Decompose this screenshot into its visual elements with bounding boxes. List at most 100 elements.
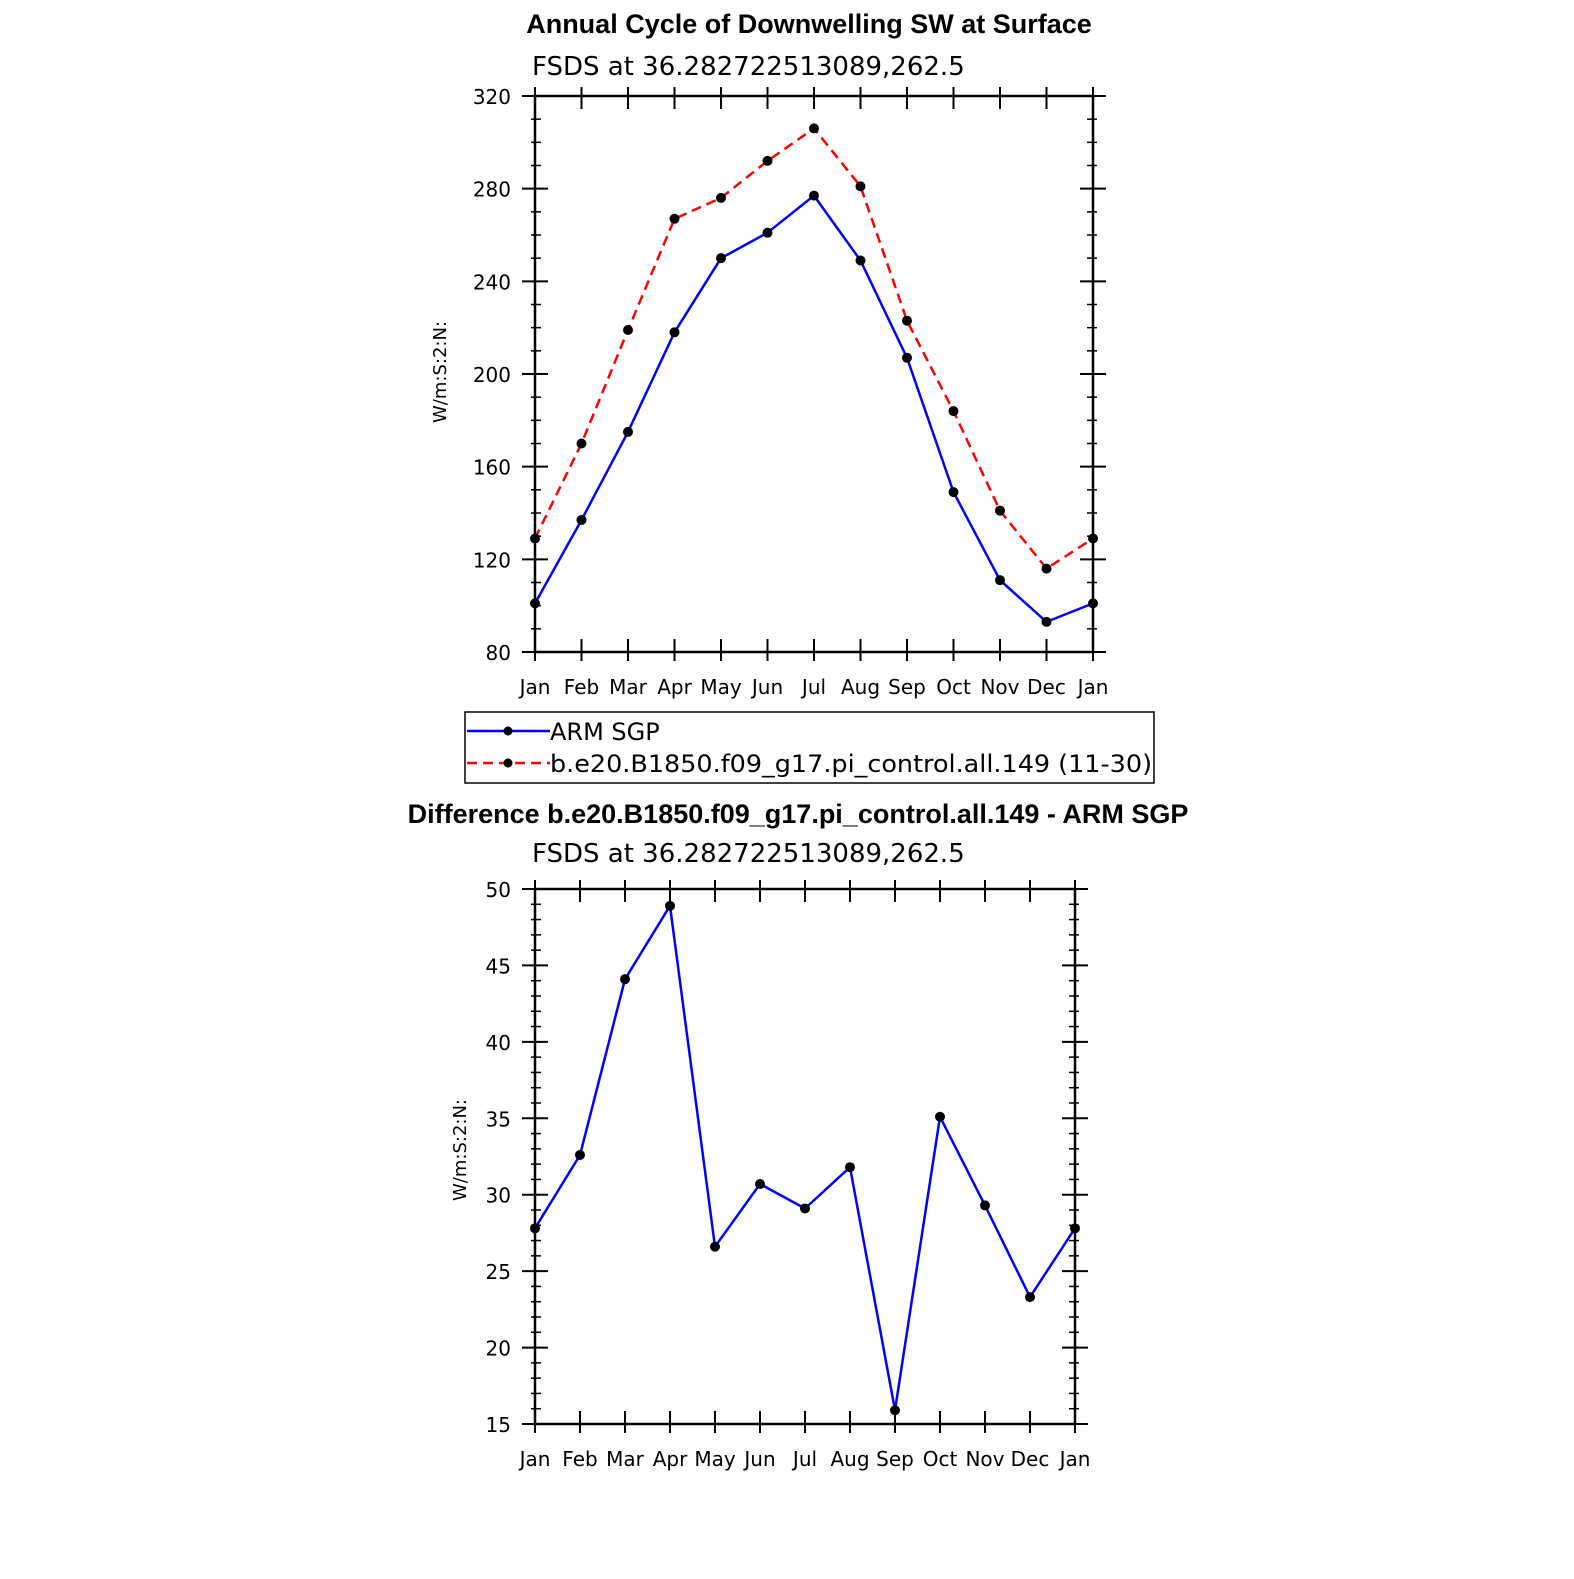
panel1-series-0-point bbox=[948, 487, 959, 498]
panel2-series-0-point bbox=[665, 900, 675, 911]
panel2-y-tick-label: 20 bbox=[486, 1337, 511, 1361]
panel1-series-0-point bbox=[716, 253, 726, 264]
panel2-x-tick-label: Oct bbox=[923, 1447, 958, 1471]
panel1-series-0-point bbox=[762, 227, 773, 238]
panel1-y-tick-label: 320 bbox=[473, 85, 511, 109]
panel2-x-tick-label: Aug bbox=[830, 1447, 869, 1471]
panel1-series-1-point bbox=[623, 324, 633, 335]
panel2-series-0-point bbox=[890, 1405, 900, 1416]
panel1-series-1-point bbox=[530, 533, 540, 544]
panel2-series-0-point bbox=[575, 1149, 585, 1160]
panel1-x-tick-label: Mar bbox=[609, 675, 648, 699]
panel1-series-1-point bbox=[809, 123, 819, 134]
panel1-series-0-line bbox=[533, 194, 1094, 624]
panel2-x-tick-label: Nov bbox=[965, 1447, 1004, 1471]
legend-model-marker bbox=[503, 758, 513, 768]
legend-box bbox=[464, 711, 1155, 784]
panel1-axes: Jan Feb Mar Apr May Jun Jul Aug Sep Oct Nov Dec Jan 8… bbox=[473, 85, 1109, 699]
panel1-series-0-point bbox=[855, 255, 866, 266]
panel1-series-1-point bbox=[855, 181, 866, 192]
panel2-series-0-point bbox=[1025, 1292, 1035, 1303]
panel1-x-tick-label: Dec bbox=[1027, 675, 1066, 699]
panel1-series-1-point bbox=[716, 192, 726, 203]
panel2-y-tick-label: 15 bbox=[486, 1413, 511, 1437]
panel1-x-tick-label: Sep bbox=[888, 675, 926, 699]
panel1-y-tick-label: 160 bbox=[473, 456, 511, 480]
panel2-y-tick-label: 50 bbox=[486, 878, 511, 902]
panel1-series-0-point bbox=[995, 575, 1005, 586]
panel1-series-0-point bbox=[669, 327, 680, 338]
panel1-series-0-point bbox=[1088, 598, 1098, 609]
panel2-series-0-point bbox=[1070, 1223, 1080, 1234]
panel1-frame bbox=[533, 94, 1095, 654]
legend: ARM SGP b.e20.B1850.f09_g17.pi_control.a… bbox=[464, 711, 1155, 784]
panel1-series-0-point bbox=[1041, 616, 1052, 627]
panel1-series-0-point bbox=[902, 352, 912, 363]
panel2-series-0-point bbox=[530, 1223, 540, 1234]
legend-model-label: b.e20.B1850.f09_g17.pi_control.all.149 (… bbox=[550, 750, 1152, 778]
panel1-x-tick-label: Jan bbox=[1076, 675, 1109, 699]
panel1-series-0-point bbox=[576, 514, 587, 525]
panel1-series-1-point bbox=[669, 213, 680, 224]
panel2-series-0-point bbox=[935, 1111, 945, 1122]
panel2-y-tick-label: 45 bbox=[486, 954, 511, 978]
panel2-x-tick-label: Mar bbox=[606, 1447, 645, 1471]
panel2-x-tick-label: Jul bbox=[791, 1447, 817, 1471]
panel1-series-1-point bbox=[576, 438, 587, 449]
panel1-series-1-point bbox=[1088, 533, 1098, 544]
panel1-y-tick-label: 200 bbox=[473, 363, 511, 387]
legend-arm-marker bbox=[503, 726, 513, 736]
panel1-series-1-point bbox=[995, 505, 1005, 516]
panel2-subtitle: FSDS at 36.282722513089,262.5 bbox=[532, 839, 965, 869]
panel1-x-tick-label: Aug bbox=[841, 675, 880, 699]
panel2-series bbox=[530, 900, 1080, 1416]
panel1-y-tick-label: 240 bbox=[473, 270, 511, 294]
panel1-y-tick-label: 120 bbox=[473, 548, 511, 572]
panel1-series-0-point bbox=[530, 598, 540, 609]
panel2-series-0-line bbox=[533, 904, 1077, 1412]
panel1-x-tick-label: Oct bbox=[936, 675, 971, 699]
panel1-series bbox=[530, 123, 1098, 627]
panel2-x-tick-label: Jan bbox=[518, 1447, 551, 1471]
panel1-x-tick-label: May bbox=[700, 675, 742, 699]
panel1-series-0-point bbox=[623, 426, 633, 437]
legend-arm-label: ARM SGP bbox=[550, 718, 660, 746]
difference-panel: Difference b.e20.B1850.f09_g17.pi_contro… bbox=[408, 799, 1189, 1471]
panel2-y-tick-label: 30 bbox=[486, 1184, 511, 1208]
panel1-title: Annual Cycle of Downwelling SW at Surfac… bbox=[526, 9, 1092, 39]
panel2-frame bbox=[533, 887, 1077, 1426]
panel2-x-tick-label: Feb bbox=[562, 1447, 597, 1471]
panel2-x-tick-label: Apr bbox=[653, 1447, 688, 1471]
panel1-x-tick-label: Apr bbox=[657, 675, 692, 699]
panel1-x-tick-label: Feb bbox=[564, 675, 599, 699]
panel2-y-axis-label: W/m:S:2:N: bbox=[450, 1099, 471, 1201]
panel1-series-0-point bbox=[809, 190, 819, 201]
panel1-y-axis-label: W/m:S:2:N: bbox=[430, 321, 451, 423]
panel1-x-tick-label: Jul bbox=[800, 675, 826, 699]
panel2-x-tick-label: Jan bbox=[1058, 1447, 1091, 1471]
panel2-x-tick-label: Dec bbox=[1011, 1447, 1050, 1471]
panel1-x-tick-label: Jun bbox=[750, 675, 783, 699]
panel2-series-0-point bbox=[800, 1203, 810, 1214]
panel2-axes: Jan Feb Mar Apr May Jun Jul Aug Sep Oct Nov Dec Jan 1… bbox=[486, 878, 1091, 1471]
panel2-series-0-point bbox=[620, 974, 630, 985]
panel2-series-0-point bbox=[755, 1179, 765, 1190]
panel2-series-0-point bbox=[710, 1241, 720, 1252]
panel1-x-tick-label: Nov bbox=[980, 675, 1019, 699]
panel2-y-tick-label: 35 bbox=[486, 1107, 511, 1131]
panel2-x-tick-label: Jun bbox=[742, 1447, 775, 1471]
panel2-x-tick-label: Sep bbox=[876, 1447, 914, 1471]
panel2-series-0-point bbox=[845, 1162, 855, 1173]
panel1-series-1-point bbox=[902, 315, 912, 326]
panel1-series-1-point bbox=[762, 155, 773, 166]
panel2-y-tick-label: 40 bbox=[486, 1031, 511, 1055]
panel2-series-0-point bbox=[980, 1200, 990, 1211]
panel1-subtitle: FSDS at 36.282722513089,262.5 bbox=[532, 52, 965, 82]
panel2-x-tick-label: May bbox=[694, 1447, 736, 1471]
panel1-series-1-point bbox=[1041, 563, 1052, 574]
panel1-x-tick-label: Jan bbox=[518, 675, 551, 699]
annual-cycle-panel: Annual Cycle of Downwelling SW at Surfac… bbox=[430, 9, 1108, 699]
panel1-y-tick-label: 80 bbox=[486, 641, 511, 665]
